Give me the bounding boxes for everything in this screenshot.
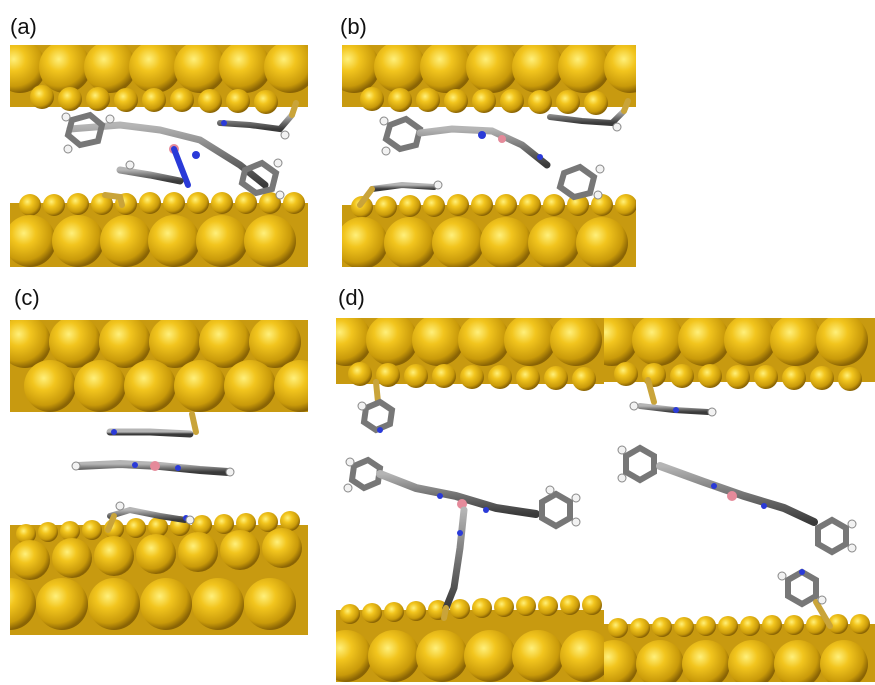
- molecule-d-left: [343, 379, 581, 621]
- gold-electrode-bottom: [10, 192, 308, 267]
- molecule-a: [61, 100, 299, 208]
- panel-label-d: (d): [338, 285, 365, 310]
- panel-c: [10, 320, 308, 635]
- panel-label-a: (a): [10, 14, 37, 39]
- gold-electrode-top: [342, 45, 636, 115]
- molecule-d-right: [617, 377, 857, 629]
- panel-d-right-scene: [604, 318, 875, 682]
- gold-electrode-bottom: [10, 511, 308, 635]
- panel-d-left-scene: [336, 318, 604, 682]
- molecule-c: [71, 411, 235, 533]
- gold-electrode-top: [336, 318, 604, 391]
- panel-a-scene: [10, 45, 308, 267]
- gold-electrode-top: [604, 318, 875, 391]
- panel-a: [10, 45, 308, 267]
- panel-d-left: [336, 318, 604, 682]
- gold-electrode-bottom: [336, 595, 604, 682]
- panel-label-b: (b): [340, 14, 367, 39]
- panel-c-scene: [10, 320, 308, 635]
- panel-b-scene: [342, 45, 636, 267]
- panel-label-c: (c): [14, 285, 40, 310]
- panel-b: [342, 45, 636, 267]
- gold-electrode-bottom: [604, 614, 875, 682]
- molecule-b: [357, 98, 631, 208]
- gold-electrode-top: [10, 45, 308, 114]
- gold-electrode-top: [10, 320, 308, 412]
- panel-d-right: [604, 318, 875, 682]
- gold-electrode-bottom: [342, 194, 636, 267]
